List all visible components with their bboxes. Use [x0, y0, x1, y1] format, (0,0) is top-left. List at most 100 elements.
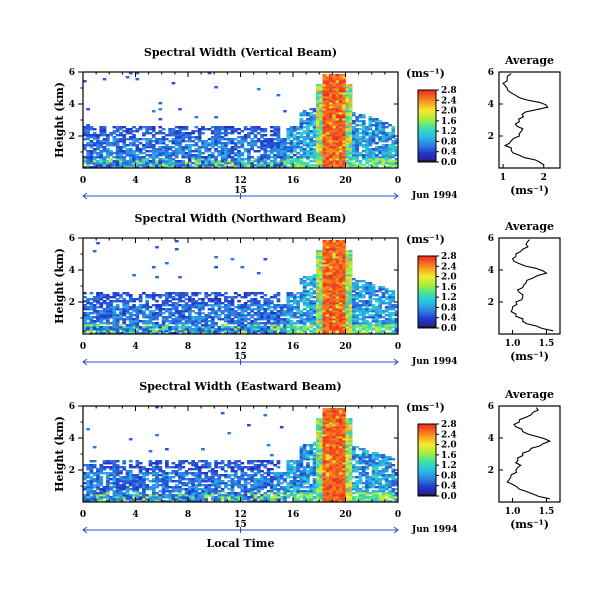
heatmap-cell	[207, 320, 212, 323]
heatmap-cell	[352, 154, 356, 157]
heatmap-cell	[342, 110, 346, 113]
heatmap-cell	[194, 328, 199, 331]
heatmap-cell	[355, 330, 360, 333]
heatmap-cell	[142, 468, 146, 471]
heatmap-cell	[325, 98, 330, 101]
heatmap-cell	[322, 154, 327, 157]
heatmap-cell	[358, 304, 363, 307]
heatmap-cell	[329, 84, 333, 87]
heatmap-cell	[315, 270, 320, 273]
heatmap-cell	[174, 472, 179, 475]
heatmap-cell	[312, 276, 317, 279]
colorbar-segment	[418, 286, 436, 289]
heatmap-cell	[309, 166, 314, 169]
heatmap-cell	[181, 312, 186, 315]
heatmap-cell	[105, 480, 110, 483]
heatmap-cell	[332, 76, 337, 79]
heatmap-cell	[256, 326, 261, 329]
heatmap-cell	[119, 140, 123, 143]
heatmap-cell	[240, 494, 245, 497]
heatmap-cell	[270, 328, 274, 331]
heatmap-cell	[240, 158, 245, 161]
heatmap-cell	[276, 328, 281, 331]
heatmap-cell	[338, 270, 343, 273]
heatmap-cell	[368, 294, 373, 297]
heatmap-cell	[224, 162, 228, 165]
heatmap-cell	[352, 288, 356, 291]
heatmap-cell	[151, 162, 156, 165]
heatmap-cell	[365, 328, 369, 331]
heatmap-cell	[345, 250, 350, 253]
heatmap-cell	[132, 134, 136, 137]
heatmap-cell	[319, 322, 323, 325]
heatmap-cell	[306, 298, 310, 301]
heatmap-cell	[194, 322, 199, 325]
heatmap-cell	[348, 308, 353, 311]
heatmap-cell	[92, 332, 97, 335]
date-arrow-left	[82, 358, 88, 366]
heatmap-cell	[388, 166, 392, 169]
heatmap-cell	[352, 164, 356, 167]
heatmap-cell	[247, 292, 251, 295]
heatmap-cell	[214, 148, 218, 151]
heatmap-cell	[322, 96, 327, 99]
heatmap-cell	[119, 476, 123, 479]
heatmap-cell	[250, 322, 255, 325]
heatmap-cell	[315, 278, 320, 281]
heatmap-cell	[338, 80, 343, 83]
heatmap-cell	[332, 96, 337, 99]
heatmap-cell	[306, 136, 310, 139]
heatmap-cell	[119, 332, 123, 335]
heatmap-cell	[312, 278, 317, 281]
heatmap-cell	[135, 310, 140, 313]
heatmap-cell	[83, 478, 87, 481]
heatmap-cell	[335, 292, 340, 295]
heatmap-cell	[99, 304, 104, 307]
heatmap-cell	[315, 98, 320, 101]
heatmap-cell	[214, 142, 218, 145]
heatmap-cell	[115, 304, 120, 307]
heatmap-cell	[391, 312, 396, 315]
heatmap-cell	[128, 326, 133, 329]
heatmap-cell	[329, 260, 333, 263]
heatmap-cell	[286, 150, 291, 153]
heatmap-cell	[296, 326, 300, 329]
heatmap-cell	[178, 498, 182, 501]
heatmap-cell	[112, 460, 117, 463]
heatmap-cell	[289, 128, 294, 131]
heatmap-cell	[270, 300, 274, 303]
heatmap-cell	[325, 288, 330, 291]
heatmap-cell	[338, 82, 343, 85]
heatmap-cell	[210, 136, 215, 139]
heatmap-cell	[256, 156, 261, 159]
heatmap-cell	[83, 134, 87, 137]
heatmap-cell	[286, 330, 291, 333]
heatmap-cell	[178, 474, 182, 477]
heatmap-cell	[165, 164, 169, 167]
heatmap-cell	[178, 148, 182, 151]
heatmap-cell	[207, 304, 212, 307]
heatmap-cell	[388, 294, 392, 297]
heatmap-cell	[237, 498, 241, 501]
heatmap-cell	[158, 324, 163, 327]
heatmap-cell	[217, 308, 222, 311]
heatmap-cell	[256, 328, 261, 331]
heatmap-cell	[273, 148, 277, 151]
heatmap-cell	[352, 134, 356, 137]
heatmap-cell	[233, 142, 238, 145]
heatmap-cell	[263, 150, 268, 153]
heatmap-cell	[125, 480, 130, 483]
heatmap-cell	[368, 140, 373, 143]
heatmap-cell	[171, 298, 176, 301]
average-y-tick-label: 2	[488, 132, 494, 142]
heatmap-cell	[286, 298, 291, 301]
heatmap-cell	[119, 478, 123, 481]
heatmap-cell	[230, 498, 235, 501]
heatmap-cell	[253, 140, 258, 143]
heatmap-cell	[158, 126, 163, 129]
heatmap-cell	[335, 240, 340, 243]
x-tick-label: 0	[395, 176, 401, 186]
heatmap-cell	[361, 304, 366, 307]
colorbar-segment	[418, 142, 436, 145]
heatmap-cell	[191, 154, 195, 157]
